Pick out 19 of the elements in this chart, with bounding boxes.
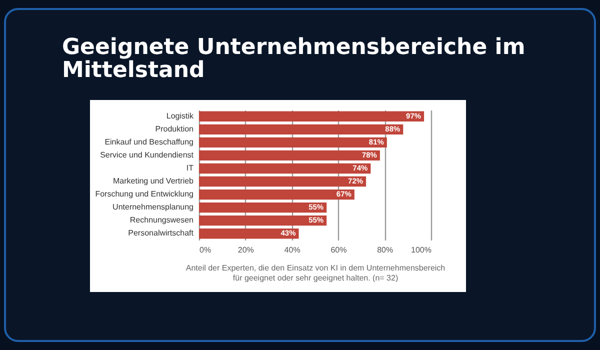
x-tick-label: 80% — [377, 246, 394, 254]
y-tick-label: Produktion — [155, 124, 194, 134]
x-tick-label: 0% — [200, 246, 212, 254]
chart-title: Geeignete Unternehmensbereiche im Mittelstand — [62, 35, 526, 83]
y-tick-label: Forschung und Entwicklung — [95, 190, 194, 199]
text: für geeignet oder sehr geeignet halten. (n= 32) — [232, 274, 398, 282]
y-tick-label: Rechnungswesen — [130, 216, 194, 225]
y-tick-label: Einkauf und Beschaffung — [104, 137, 194, 146]
y-tick-label: Service und Kundendienst — [100, 150, 194, 160]
x-tick-label: 100% — [411, 246, 432, 254]
x-tick-label: 20% — [238, 246, 254, 254]
y-tick-label: IT — [186, 163, 194, 172]
y-tick-label: Unternehmensplanung — [112, 202, 194, 212]
x-tick-label: 60% — [330, 246, 347, 254]
text: Anteil der Experten, die den Einsatz von KI in dem Unternehmensbereich — [186, 264, 446, 272]
y-tick-label: Marketing und Vertrieb — [113, 176, 194, 186]
y-tick-label: Personalwirtschaft — [128, 228, 194, 238]
x-tick-label: 40% — [284, 246, 300, 254]
y-tick-label: Logistik — [166, 111, 194, 120]
